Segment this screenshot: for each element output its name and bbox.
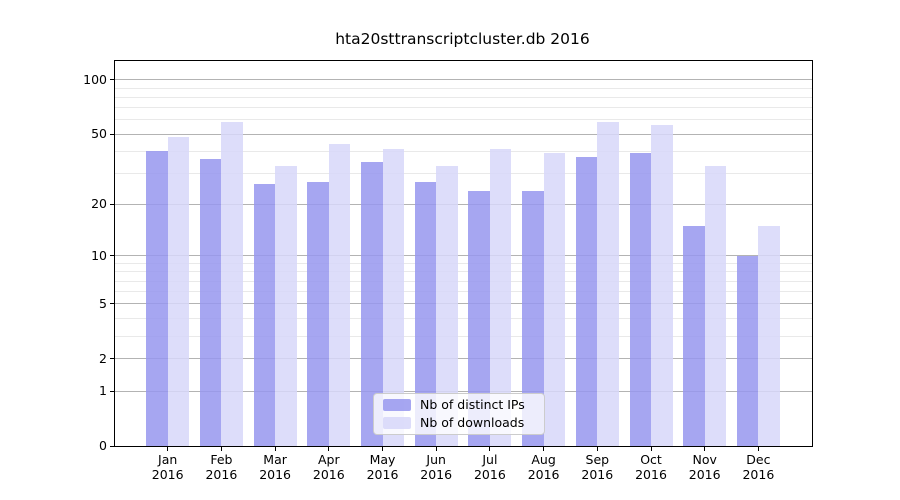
bar-distinct-ips-sep bbox=[575, 157, 598, 446]
x-tick bbox=[382, 446, 383, 451]
y-tick bbox=[110, 358, 115, 360]
x-tick bbox=[757, 446, 759, 451]
bar-downloads-aug bbox=[543, 153, 566, 446]
x-tick-label: May 2016 bbox=[366, 452, 399, 482]
gridline-minor bbox=[115, 335, 812, 337]
x-tick bbox=[543, 446, 545, 451]
y-tick-label: 5 bbox=[99, 295, 107, 311]
y-tick bbox=[110, 303, 115, 305]
x-tick-label: Dec 2016 bbox=[742, 452, 775, 482]
x-tick bbox=[435, 446, 437, 451]
gridline-minor bbox=[115, 291, 812, 293]
x-tick-label: Aug 2016 bbox=[527, 452, 560, 482]
x-tick-label: Jan 2016 bbox=[151, 452, 184, 482]
bar-distinct-ips-jun bbox=[414, 181, 437, 446]
bar-downloads-jan bbox=[167, 137, 190, 446]
y-tick-label: 2 bbox=[99, 350, 107, 366]
bar-downloads-apr bbox=[328, 143, 351, 446]
x-tick bbox=[220, 446, 222, 451]
x-tick-label: Jun 2016 bbox=[420, 452, 453, 482]
bar-downloads-sep bbox=[597, 122, 619, 446]
gridline-minor bbox=[115, 107, 812, 109]
gridline-major bbox=[115, 303, 812, 305]
gridline-minor bbox=[115, 119, 812, 121]
plot-area: 0 1 2 5 10 20 50 100 Jan 2016 Feb 2016 Mar 2016 Apr… bbox=[83, 60, 813, 482]
bar-distinct-ips-nov bbox=[683, 226, 705, 446]
legend: Nb of distinct IPs Nb of downloads bbox=[373, 393, 545, 435]
gridline-major bbox=[115, 79, 812, 81]
x-tick bbox=[167, 446, 169, 451]
x-tick bbox=[596, 446, 598, 451]
legend-entry-downloads: Nb of downloads bbox=[383, 416, 535, 430]
bar-distinct-ips-may bbox=[361, 161, 383, 446]
x-tick bbox=[650, 446, 652, 451]
bar-downloads-oct bbox=[651, 125, 673, 446]
y-tick-label: 50 bbox=[91, 126, 107, 142]
legend-swatch-distinct-ips bbox=[383, 399, 411, 411]
bar-downloads-jul bbox=[489, 149, 512, 446]
x-tick-label: Apr 2016 bbox=[312, 452, 345, 482]
bar-downloads-may bbox=[382, 149, 404, 446]
y-tick bbox=[110, 79, 115, 81]
bar-distinct-ips-oct bbox=[629, 153, 651, 446]
bar-downloads-nov bbox=[704, 166, 727, 446]
gridline-minor bbox=[115, 280, 812, 282]
bar-distinct-ips-feb bbox=[199, 159, 222, 446]
bar-distinct-ips-aug bbox=[522, 190, 544, 446]
y-tick-label: 100 bbox=[83, 71, 107, 87]
y-tick-label: 20 bbox=[91, 196, 107, 212]
bar-downloads-mar bbox=[275, 166, 297, 446]
y-tick bbox=[110, 255, 115, 257]
y-tick bbox=[110, 390, 115, 392]
y-tick-label: 0 bbox=[99, 438, 107, 453]
gridline-minor bbox=[115, 317, 812, 319]
legend-label-downloads: Nb of downloads bbox=[420, 415, 525, 430]
bar-downloads-jun bbox=[436, 166, 458, 446]
gridline-minor bbox=[115, 271, 812, 273]
y-tick-label: 1 bbox=[99, 383, 107, 398]
gridline-major bbox=[115, 255, 812, 257]
gridline-major bbox=[115, 390, 812, 392]
gridline-major bbox=[115, 358, 812, 360]
x-tick-label: Feb 2016 bbox=[205, 452, 238, 482]
x-tick-label: Oct 2016 bbox=[635, 452, 667, 482]
y-tick bbox=[110, 203, 115, 205]
gridline-minor bbox=[115, 173, 812, 175]
bar-distinct-ips-mar bbox=[253, 184, 276, 446]
x-tick bbox=[704, 446, 706, 451]
legend-label-distinct-ips: Nb of distinct IPs bbox=[420, 397, 525, 412]
bar-distinct-ips-apr bbox=[307, 181, 329, 446]
y-tick bbox=[110, 445, 115, 447]
x-tick-label: Mar 2016 bbox=[259, 452, 291, 482]
gridline-major bbox=[115, 203, 812, 205]
x-tick-label: Nov 2016 bbox=[688, 452, 721, 482]
legend-entry-distinct-ips: Nb of distinct IPs bbox=[383, 398, 535, 412]
bar-distinct-ips-jul bbox=[468, 190, 490, 446]
bar-distinct-ips-dec bbox=[736, 255, 759, 446]
bar-downloads-dec bbox=[758, 226, 780, 446]
gridline-minor bbox=[115, 262, 812, 264]
y-tick-label: 10 bbox=[91, 247, 107, 263]
gridline-minor bbox=[115, 87, 812, 89]
gridline-minor bbox=[115, 96, 812, 98]
chart-title: hta20sttranscriptcluster.db 2016 bbox=[335, 30, 590, 48]
legend-swatch-downloads bbox=[383, 417, 411, 429]
bar-downloads-feb bbox=[221, 122, 243, 446]
x-tick-label: Jul 2016 bbox=[473, 452, 506, 482]
gridline-minor bbox=[115, 150, 812, 152]
bar-distinct-ips-jan bbox=[146, 151, 168, 446]
y-tick bbox=[110, 133, 115, 135]
x-tick bbox=[328, 446, 330, 451]
gridline-major bbox=[115, 133, 812, 135]
x-tick-label: Sep 2016 bbox=[581, 452, 614, 482]
x-tick bbox=[489, 446, 491, 451]
x-tick bbox=[274, 446, 276, 451]
